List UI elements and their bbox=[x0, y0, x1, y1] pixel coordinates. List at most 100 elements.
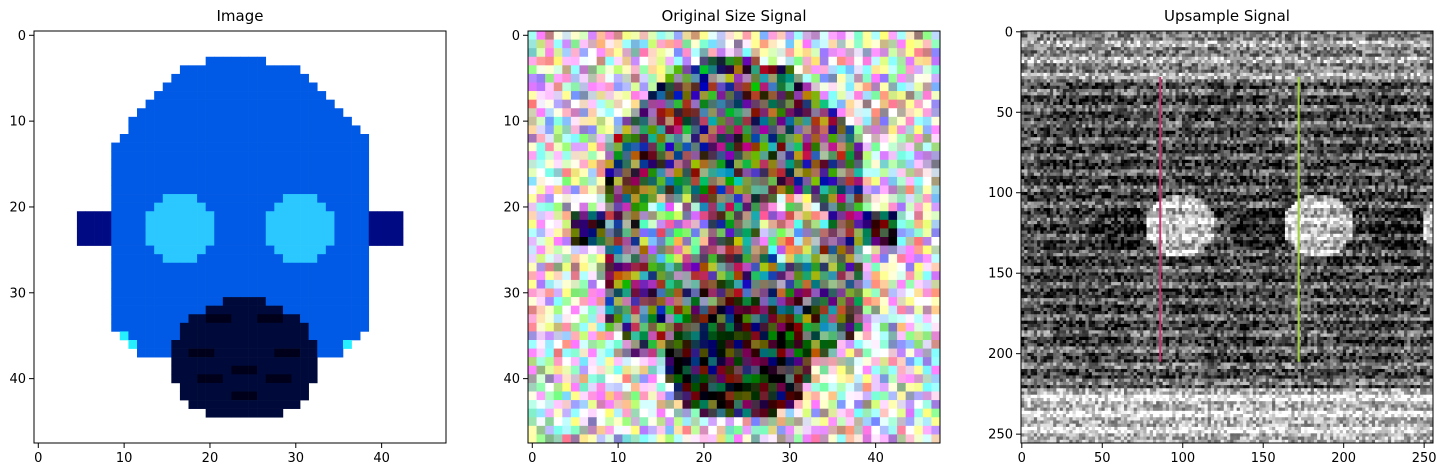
signal-pixel bbox=[845, 228, 855, 238]
signal-pixel bbox=[734, 31, 743, 40]
signal-pixel bbox=[1288, 47, 1292, 51]
signal-pixel bbox=[1101, 50, 1105, 54]
signal-pixel bbox=[579, 288, 589, 298]
signal-pixel bbox=[1284, 66, 1289, 70]
signal-pixel bbox=[570, 168, 580, 178]
signal-pixel bbox=[811, 185, 821, 195]
signal-pixel bbox=[528, 374, 537, 384]
image-pixel bbox=[274, 262, 284, 272]
image-pixel bbox=[197, 211, 206, 221]
signal-pixel bbox=[854, 168, 864, 178]
signal-pixel bbox=[1339, 66, 1344, 70]
signal-pixel bbox=[897, 322, 906, 332]
signal-pixel bbox=[562, 219, 572, 229]
signal-pixel bbox=[1252, 63, 1257, 67]
signal-pixel bbox=[1394, 56, 1398, 61]
signal-pixel bbox=[905, 159, 915, 169]
signal-pixel bbox=[1030, 59, 1035, 64]
signal-pixel bbox=[562, 176, 572, 186]
image-pixel bbox=[111, 202, 121, 212]
image-pixel bbox=[222, 357, 232, 367]
signal-pixel bbox=[1091, 43, 1096, 48]
signal-pixel bbox=[1291, 40, 1295, 45]
signal-pixel bbox=[725, 382, 735, 392]
signal-pixel bbox=[742, 211, 752, 221]
signal-pixel bbox=[751, 31, 761, 40]
signal-pixel bbox=[819, 262, 829, 272]
signal-pixel bbox=[1172, 66, 1176, 70]
signal-pixel bbox=[613, 48, 623, 58]
signal-pixel bbox=[570, 116, 580, 126]
signal-pixel bbox=[1156, 66, 1160, 70]
signal-pixel bbox=[648, 108, 658, 118]
signal-pixel bbox=[613, 228, 623, 238]
signal-pixel bbox=[631, 322, 640, 332]
signal-pixel bbox=[1307, 43, 1311, 48]
signal-pixel bbox=[1339, 50, 1344, 54]
signal-pixel bbox=[742, 125, 752, 135]
signal-pixel bbox=[914, 365, 924, 375]
signal-pixel bbox=[802, 391, 812, 401]
image-pixel bbox=[325, 237, 335, 246]
signal-pixel bbox=[1143, 43, 1147, 48]
signal-pixel bbox=[708, 425, 718, 435]
signal-pixel bbox=[811, 374, 821, 384]
signal-pixel bbox=[785, 297, 795, 306]
signal-pixel bbox=[553, 357, 563, 367]
signal-pixel bbox=[1394, 31, 1398, 35]
signal-pixel bbox=[1217, 43, 1221, 48]
signal-pixel bbox=[648, 168, 658, 178]
signal-pixel bbox=[1381, 40, 1386, 45]
signal-pixel bbox=[665, 65, 675, 75]
signal-pixel bbox=[596, 219, 606, 229]
signal-pixel bbox=[588, 219, 597, 229]
signal-pixel bbox=[1040, 47, 1044, 51]
signal-pixel bbox=[854, 365, 864, 375]
signal-pixel bbox=[673, 417, 683, 427]
image-pixel bbox=[197, 202, 206, 212]
signal-pixel bbox=[528, 168, 537, 178]
image-pixel bbox=[179, 340, 189, 349]
signal-pixel bbox=[759, 159, 769, 169]
image-pixel bbox=[171, 108, 181, 118]
signal-pixel bbox=[854, 400, 864, 409]
signal-pixel bbox=[1130, 53, 1134, 58]
image-pixel bbox=[188, 297, 198, 306]
signal-pixel bbox=[1416, 31, 1421, 35]
signal-pixel bbox=[613, 271, 623, 281]
signal-pixel bbox=[1191, 40, 1196, 45]
signal-pixel bbox=[802, 305, 812, 315]
signal-pixel bbox=[862, 142, 872, 152]
signal-pixel bbox=[871, 82, 881, 92]
signal-pixel bbox=[819, 279, 829, 289]
signal-pixel bbox=[854, 73, 864, 83]
signal-pixel bbox=[1317, 66, 1321, 70]
signal-pixel bbox=[1400, 37, 1405, 41]
signal-pixel bbox=[588, 348, 597, 358]
image-pixel bbox=[145, 211, 155, 221]
signal-pixel bbox=[579, 73, 589, 83]
image-pixel bbox=[171, 331, 181, 341]
signal-pixel bbox=[1275, 40, 1279, 45]
signal-pixel bbox=[1268, 31, 1273, 35]
image-pixel bbox=[325, 211, 335, 221]
signal-pixel bbox=[1117, 56, 1122, 61]
signal-pixel bbox=[1368, 37, 1373, 41]
signal-pixel bbox=[1223, 34, 1228, 38]
signal-pixel bbox=[1323, 34, 1328, 38]
image-pixel bbox=[300, 142, 309, 152]
signal-pixel bbox=[802, 382, 812, 392]
image-pixel bbox=[111, 279, 121, 289]
signal-pixel bbox=[1207, 43, 1212, 48]
signal-pixel bbox=[699, 65, 709, 75]
signal-pixel bbox=[708, 48, 718, 58]
signal-pixel bbox=[1152, 37, 1157, 41]
signal-pixel bbox=[931, 417, 940, 427]
signal-pixel bbox=[802, 340, 812, 349]
image-pixel bbox=[197, 228, 206, 238]
image-pixel bbox=[257, 99, 267, 109]
signal-pixel bbox=[673, 340, 683, 349]
signal-pixel bbox=[905, 357, 915, 367]
signal-pixel bbox=[819, 31, 829, 40]
signal-pixel bbox=[536, 400, 546, 409]
